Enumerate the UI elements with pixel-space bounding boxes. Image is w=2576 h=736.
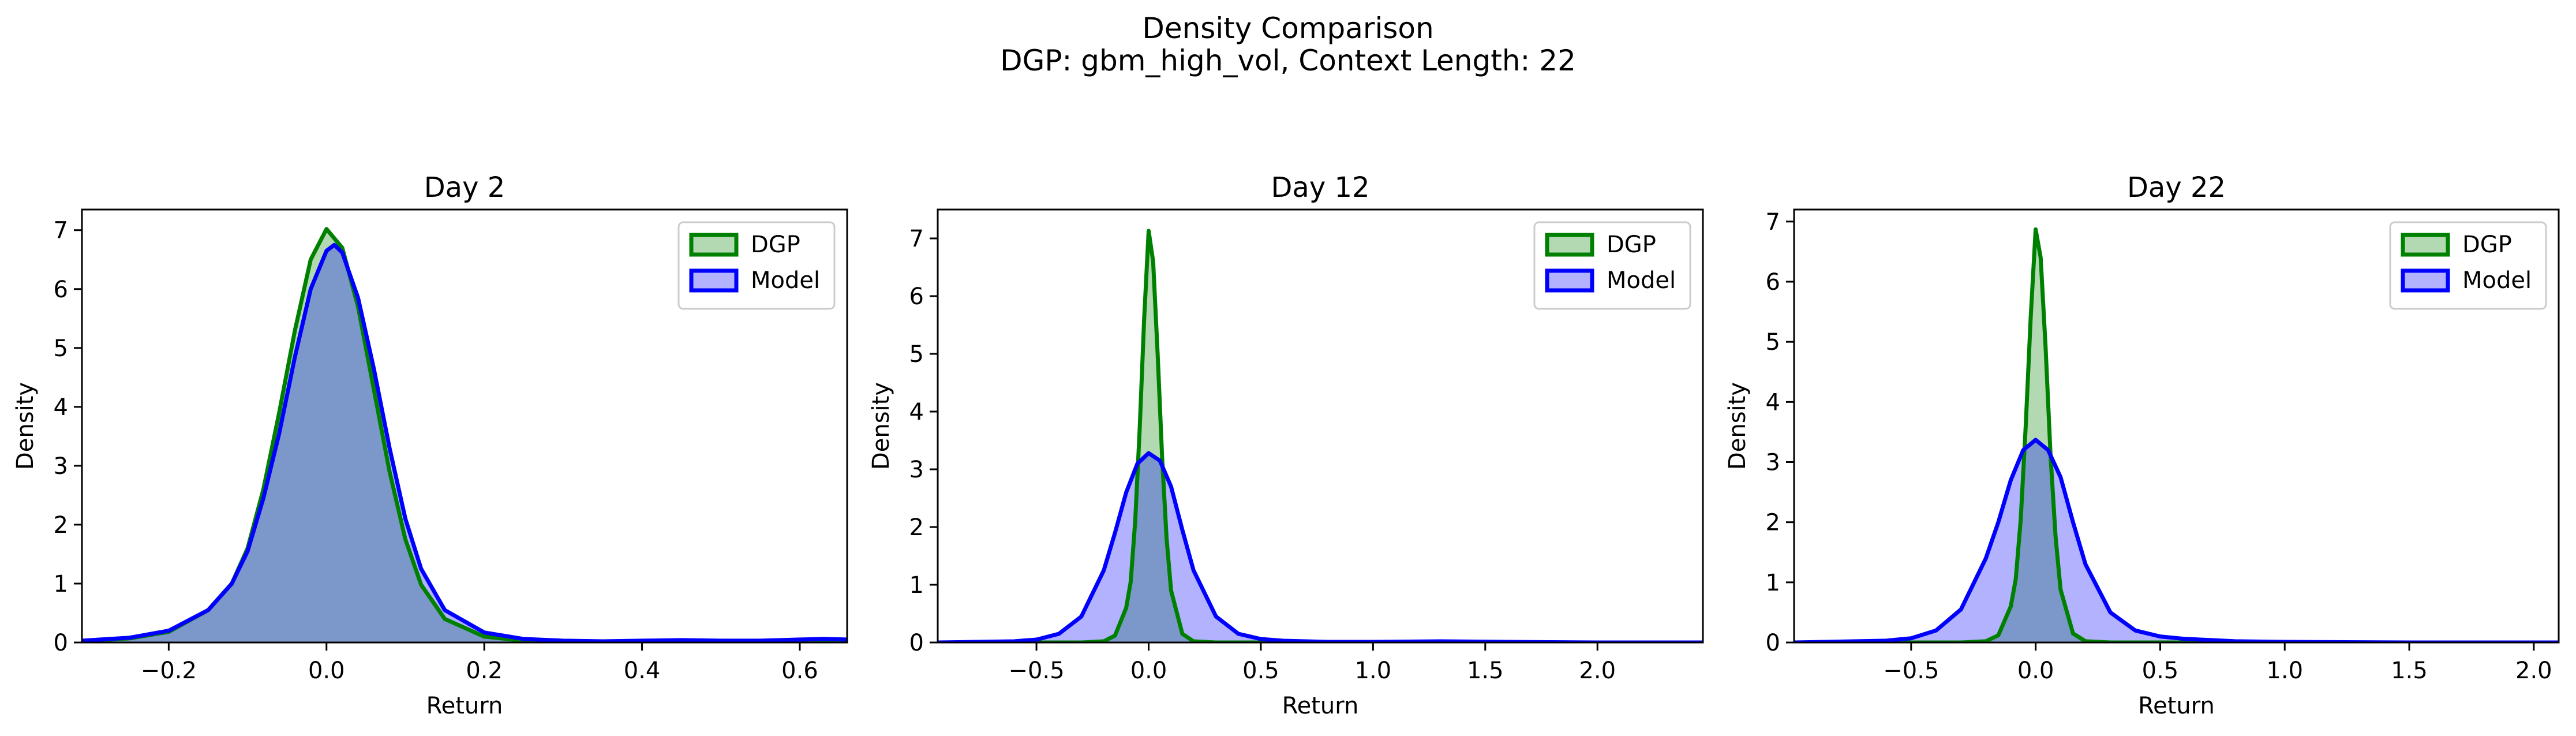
density-panel-1: −0.2 0.0 0.2 0.4 0.6 0 1 2 3 4 5 6 7 Day 2 Return Densi… — [12, 171, 848, 719]
density-panel-3: −0.5 0.0 0.5 1.0 1.5 2.0 0 1 2 3 4 5 6 7 Day 22 Return D… — [1724, 171, 2560, 719]
density-panel-2: −0.5 0.0 0.5 1.0 1.5 2.0 0 1 2 3 4 5 6 7 Day 12 Return D… — [868, 171, 1704, 719]
x-axis-label: Return — [426, 693, 503, 719]
axes-frame — [937, 208, 1704, 644]
model-legend-label: Model — [2462, 267, 2532, 294]
x-tick-label: 0.2 — [466, 657, 503, 684]
y-tick-label: 3 — [909, 457, 924, 483]
y-tick-label: 0 — [54, 630, 68, 656]
y-tick-label: 5 — [1766, 329, 1780, 356]
dgp-density-line — [938, 229, 1703, 642]
legend: DGP Model — [1533, 221, 1691, 310]
x-tick-label: 0.5 — [2142, 657, 2179, 684]
figure-subtitle: DGP: gbm_high_vol, Context Length: 22 — [1000, 44, 1576, 77]
y-tick-label: 7 — [1766, 209, 1780, 236]
y-tick-label: 1 — [909, 572, 924, 599]
legend: DGP Model — [2389, 221, 2547, 310]
legend: DGP Model — [677, 221, 836, 310]
y-tick-label: 6 — [54, 277, 68, 303]
dgp-legend-swatch — [1545, 233, 1594, 257]
y-tick-label: 6 — [1766, 269, 1780, 296]
dgp-density-fill — [82, 229, 847, 642]
dgp-legend-label: DGP — [2462, 231, 2512, 258]
y-axis-label: Density — [868, 382, 894, 470]
x-tick-label: 2.0 — [1579, 657, 1616, 684]
model-density-fill — [82, 245, 847, 642]
legend-frame — [677, 221, 836, 310]
legend-frame — [1533, 221, 1691, 310]
y-tick-label: 7 — [909, 226, 924, 252]
model-density-line — [82, 242, 847, 642]
x-axis-label: Return — [2138, 693, 2215, 719]
figure-title: Density Comparison — [1142, 12, 1434, 45]
x-tick-label: 0.4 — [624, 657, 661, 684]
y-tick-label: 1 — [1766, 570, 1780, 596]
y-tick-label: 5 — [54, 335, 68, 362]
x-tick-label: 0.5 — [1242, 657, 1279, 684]
model-density-fill — [1794, 440, 2559, 642]
model-legend-swatch — [1545, 268, 1594, 293]
x-tick-label: −0.5 — [1883, 657, 1939, 684]
x-tick-label: 1.5 — [2391, 657, 2428, 684]
y-tick-label: 3 — [54, 453, 68, 480]
y-tick-label: 6 — [909, 283, 924, 310]
y-tick-label: 4 — [1766, 389, 1780, 416]
y-tick-label: 4 — [909, 399, 924, 425]
model-legend-label: Model — [751, 267, 820, 294]
x-tick-label: 2.0 — [2515, 657, 2552, 684]
x-tick-label: 1.5 — [1467, 657, 1504, 684]
y-tick-label: 2 — [909, 514, 924, 541]
panel-title: Day 12 — [1271, 171, 1369, 204]
legend-frame — [2389, 221, 2547, 310]
model-legend-swatch — [2401, 268, 2450, 293]
x-tick-label: −0.5 — [1009, 657, 1065, 684]
panel-title: Day 2 — [424, 171, 506, 204]
y-tick-label: 2 — [1766, 510, 1780, 536]
x-tick-label: 1.0 — [1355, 657, 1392, 684]
x-tick-label: 0.0 — [1130, 657, 1167, 684]
y-tick-label: 5 — [909, 341, 924, 368]
y-tick-label: 0 — [1766, 630, 1780, 656]
x-tick-label: 0.0 — [2017, 657, 2054, 684]
model-density-line — [1794, 438, 2559, 642]
y-tick-label: 7 — [54, 218, 68, 244]
model-legend-label: Model — [1607, 267, 1676, 294]
dgp-legend-swatch — [2401, 233, 2450, 257]
panel-title: Day 22 — [2127, 171, 2226, 204]
y-tick-label: 3 — [1766, 450, 1780, 476]
y-axis-label: Density — [1724, 382, 1751, 470]
y-tick-label: 1 — [54, 571, 68, 597]
y-tick-label: 2 — [54, 512, 68, 539]
axes-frame — [81, 208, 848, 644]
axes-frame — [1793, 208, 2560, 644]
x-tick-label: 0.0 — [308, 657, 345, 684]
model-density-line — [938, 451, 1703, 642]
y-tick-label: 4 — [54, 394, 68, 421]
dgp-legend-label: DGP — [1607, 231, 1656, 258]
x-axis-label: Return — [1282, 693, 1359, 719]
x-tick-label: 0.6 — [781, 657, 818, 684]
model-density-fill — [938, 453, 1703, 642]
y-axis-label: Density — [12, 382, 39, 470]
model-legend-swatch — [689, 268, 739, 293]
y-tick-label: 0 — [909, 630, 924, 656]
dgp-legend-label: DGP — [751, 231, 800, 258]
x-tick-label: 1.0 — [2266, 657, 2303, 684]
x-tick-label: −0.2 — [141, 657, 197, 684]
dgp-legend-swatch — [689, 233, 739, 257]
